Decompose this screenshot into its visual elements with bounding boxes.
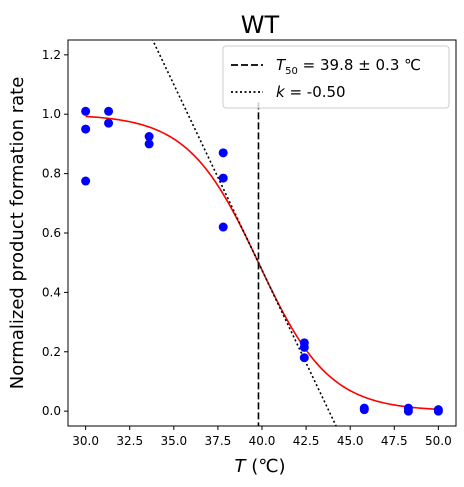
x-axis-label-variable: T bbox=[235, 456, 248, 477]
legend-t50-value: = 39.8 ± 0.3 ℃ bbox=[298, 56, 421, 74]
data-point bbox=[359, 405, 369, 415]
y-tick-label: 0.4 bbox=[42, 285, 61, 299]
x-tick-label: 47.5 bbox=[381, 434, 408, 448]
data-point bbox=[144, 132, 154, 141]
data-point bbox=[218, 222, 228, 232]
legend: T50 = 39.8 ± 0.3 ℃ k = -0.50 bbox=[222, 45, 450, 109]
y-tick-label: 0.2 bbox=[42, 345, 61, 359]
chart-title: WT bbox=[241, 11, 280, 39]
y-tick-label: 0.0 bbox=[42, 404, 61, 418]
data-point bbox=[104, 106, 114, 116]
legend-t50-subscript: 50 bbox=[285, 66, 298, 77]
x-tick-label: 32.5 bbox=[116, 434, 143, 448]
data-point bbox=[81, 176, 91, 186]
slope-tangent-line bbox=[151, 40, 337, 426]
y-axis-label: Normalized product formation rate bbox=[7, 77, 28, 390]
data-point bbox=[104, 118, 114, 128]
data-point bbox=[81, 106, 91, 116]
data-points-layer bbox=[81, 106, 443, 416]
x-axis-ticks: 30.0 32.5 35.0 37.5 40.0 42.5 45.0 47.5 50.0 bbox=[72, 426, 452, 448]
data-point bbox=[299, 342, 309, 352]
legend-slope-variable: k bbox=[276, 83, 286, 101]
data-point bbox=[218, 173, 228, 183]
y-tick-label: 1.2 bbox=[42, 48, 61, 62]
x-axis-label-unit: (℃) bbox=[246, 456, 286, 477]
data-point bbox=[218, 148, 228, 158]
data-point bbox=[403, 406, 413, 416]
x-tick-label: 45.0 bbox=[337, 434, 364, 448]
legend-slope-label: k = -0.50 bbox=[276, 83, 346, 101]
plot-lines-layer bbox=[85, 40, 439, 426]
y-tick-label: 0.6 bbox=[42, 226, 61, 240]
legend-t50-variable: T bbox=[276, 56, 287, 74]
y-tick-label: 0.8 bbox=[42, 167, 61, 181]
data-point bbox=[433, 406, 443, 416]
x-tick-label: 30.0 bbox=[72, 434, 99, 448]
data-point bbox=[144, 139, 154, 149]
legend-t50-label: T50 = 39.8 ± 0.3 ℃ bbox=[276, 56, 421, 77]
data-point bbox=[81, 124, 91, 134]
y-tick-label: 1.0 bbox=[42, 107, 61, 121]
legend-slope-value: = -0.50 bbox=[285, 83, 346, 101]
x-axis-label: T (℃) bbox=[235, 456, 286, 477]
y-axis-ticks: 0.0 0.2 0.4 0.6 0.8 1.0 1.2 bbox=[42, 48, 68, 418]
x-tick-label: 42.5 bbox=[293, 434, 320, 448]
x-tick-label: 37.5 bbox=[205, 434, 232, 448]
x-tick-label: 35.0 bbox=[160, 434, 187, 448]
x-tick-label: 50.0 bbox=[425, 434, 452, 448]
fit-curve bbox=[85, 115, 439, 411]
data-point bbox=[299, 353, 309, 363]
x-tick-label: 40.0 bbox=[249, 434, 276, 448]
legend-frame bbox=[222, 45, 450, 109]
